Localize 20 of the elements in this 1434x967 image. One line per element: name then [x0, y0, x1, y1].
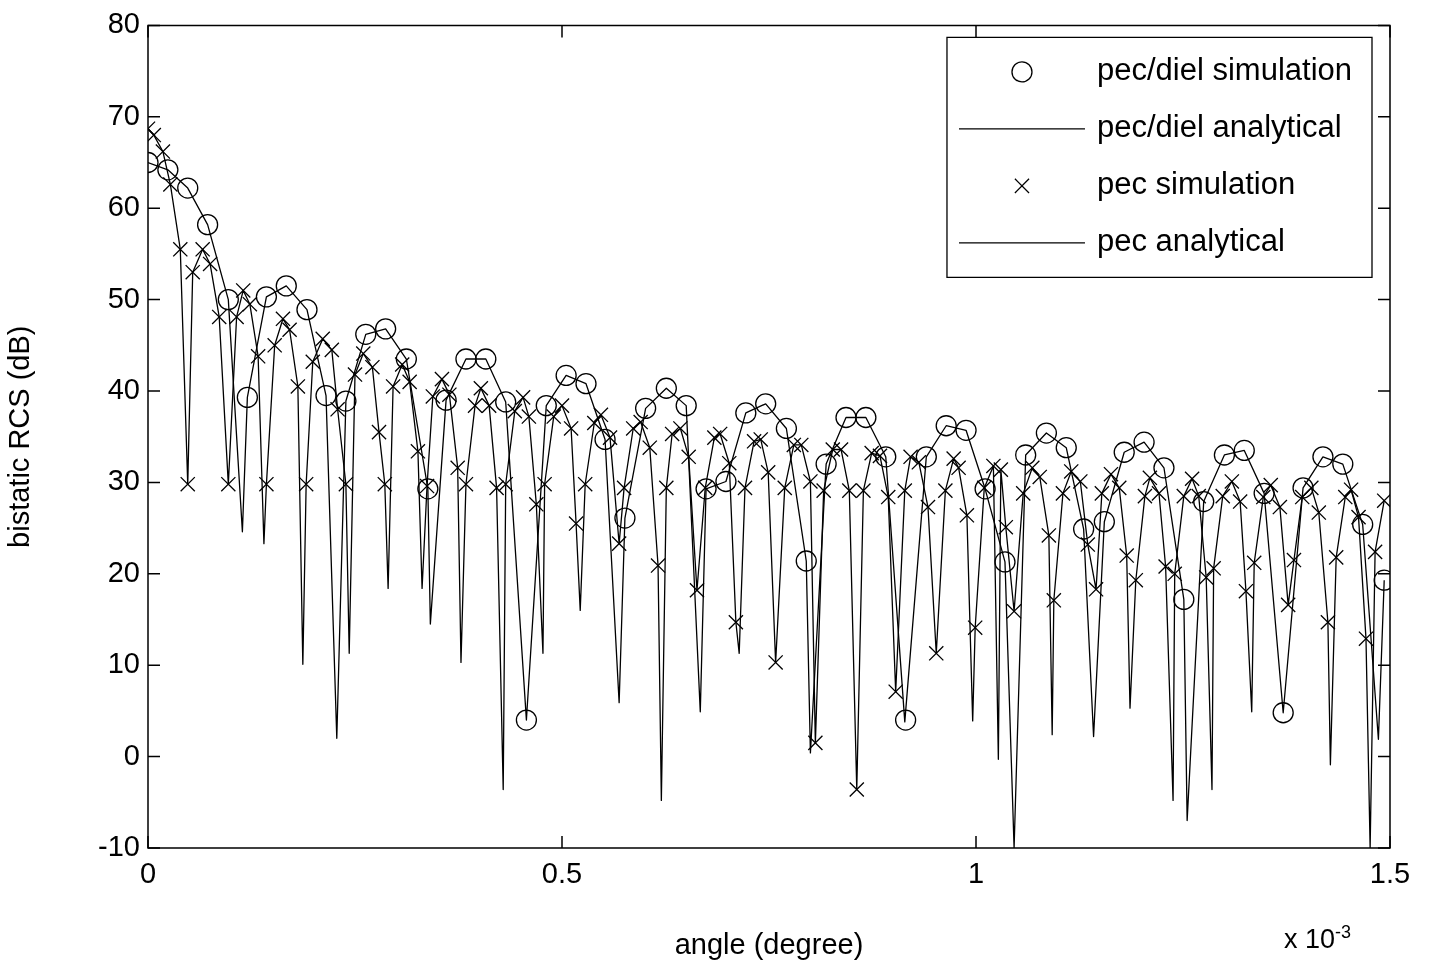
y-tick-label: 60 [107, 190, 140, 223]
y-tick-label: 20 [107, 555, 140, 588]
legend-label: pec analytical [1096, 223, 1285, 259]
y-tick-label: 10 [107, 647, 140, 680]
text: x 10$^{-3}$ [1284, 922, 1352, 954]
legend-label: pec/diel analytical [1096, 109, 1342, 145]
y-tick-label: 50 [107, 281, 140, 314]
y-tick-label: -10 [98, 830, 140, 862]
y-tick-label: 80 [107, 7, 140, 40]
y-tick-label: 70 [107, 98, 140, 131]
y-tick-label: 30 [107, 464, 140, 497]
x-tick-label: 0.5 [541, 857, 583, 890]
y-axis-title: bistatic RCS (dB) [3, 325, 36, 548]
x-tick-label: 1 [967, 857, 985, 890]
x-tick-label: 1.5 [1369, 857, 1411, 890]
y-tick-label: 0 [123, 738, 140, 771]
legend-label: pec/diel simulation [1096, 52, 1353, 88]
x-axis-title: angle (degree) [674, 927, 864, 960]
legend-label: pec simulation [1096, 166, 1296, 202]
y-tick-label: 40 [107, 373, 140, 405]
